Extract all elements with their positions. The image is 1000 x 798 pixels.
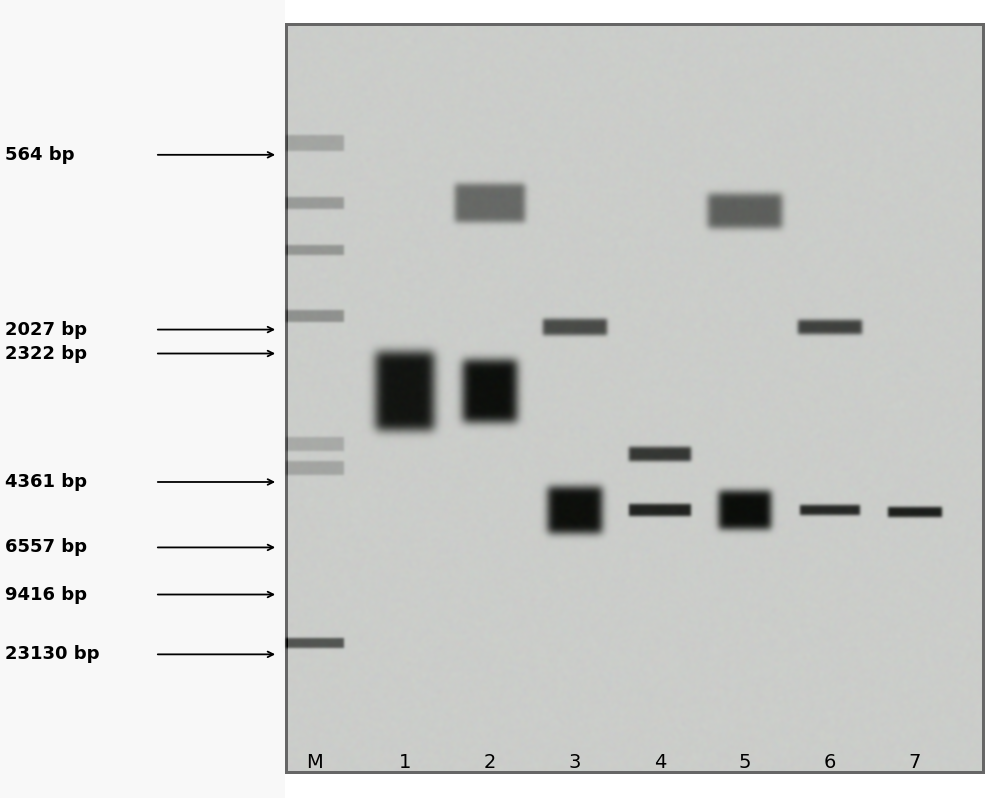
Text: 2027 bp: 2027 bp	[5, 321, 87, 338]
Text: 564 bp: 564 bp	[5, 146, 74, 164]
Text: 6557 bp: 6557 bp	[5, 539, 87, 556]
Text: M: M	[307, 753, 323, 772]
Text: 4: 4	[654, 753, 666, 772]
Text: 1: 1	[399, 753, 411, 772]
Text: 3: 3	[569, 753, 581, 772]
Text: 2: 2	[484, 753, 496, 772]
Text: 7: 7	[909, 753, 921, 772]
Text: 9416 bp: 9416 bp	[5, 586, 87, 603]
Text: 23130 bp: 23130 bp	[5, 646, 100, 663]
Text: 2322 bp: 2322 bp	[5, 345, 87, 362]
Text: 5: 5	[739, 753, 751, 772]
Text: 4361 bp: 4361 bp	[5, 473, 87, 491]
Text: 6: 6	[824, 753, 836, 772]
